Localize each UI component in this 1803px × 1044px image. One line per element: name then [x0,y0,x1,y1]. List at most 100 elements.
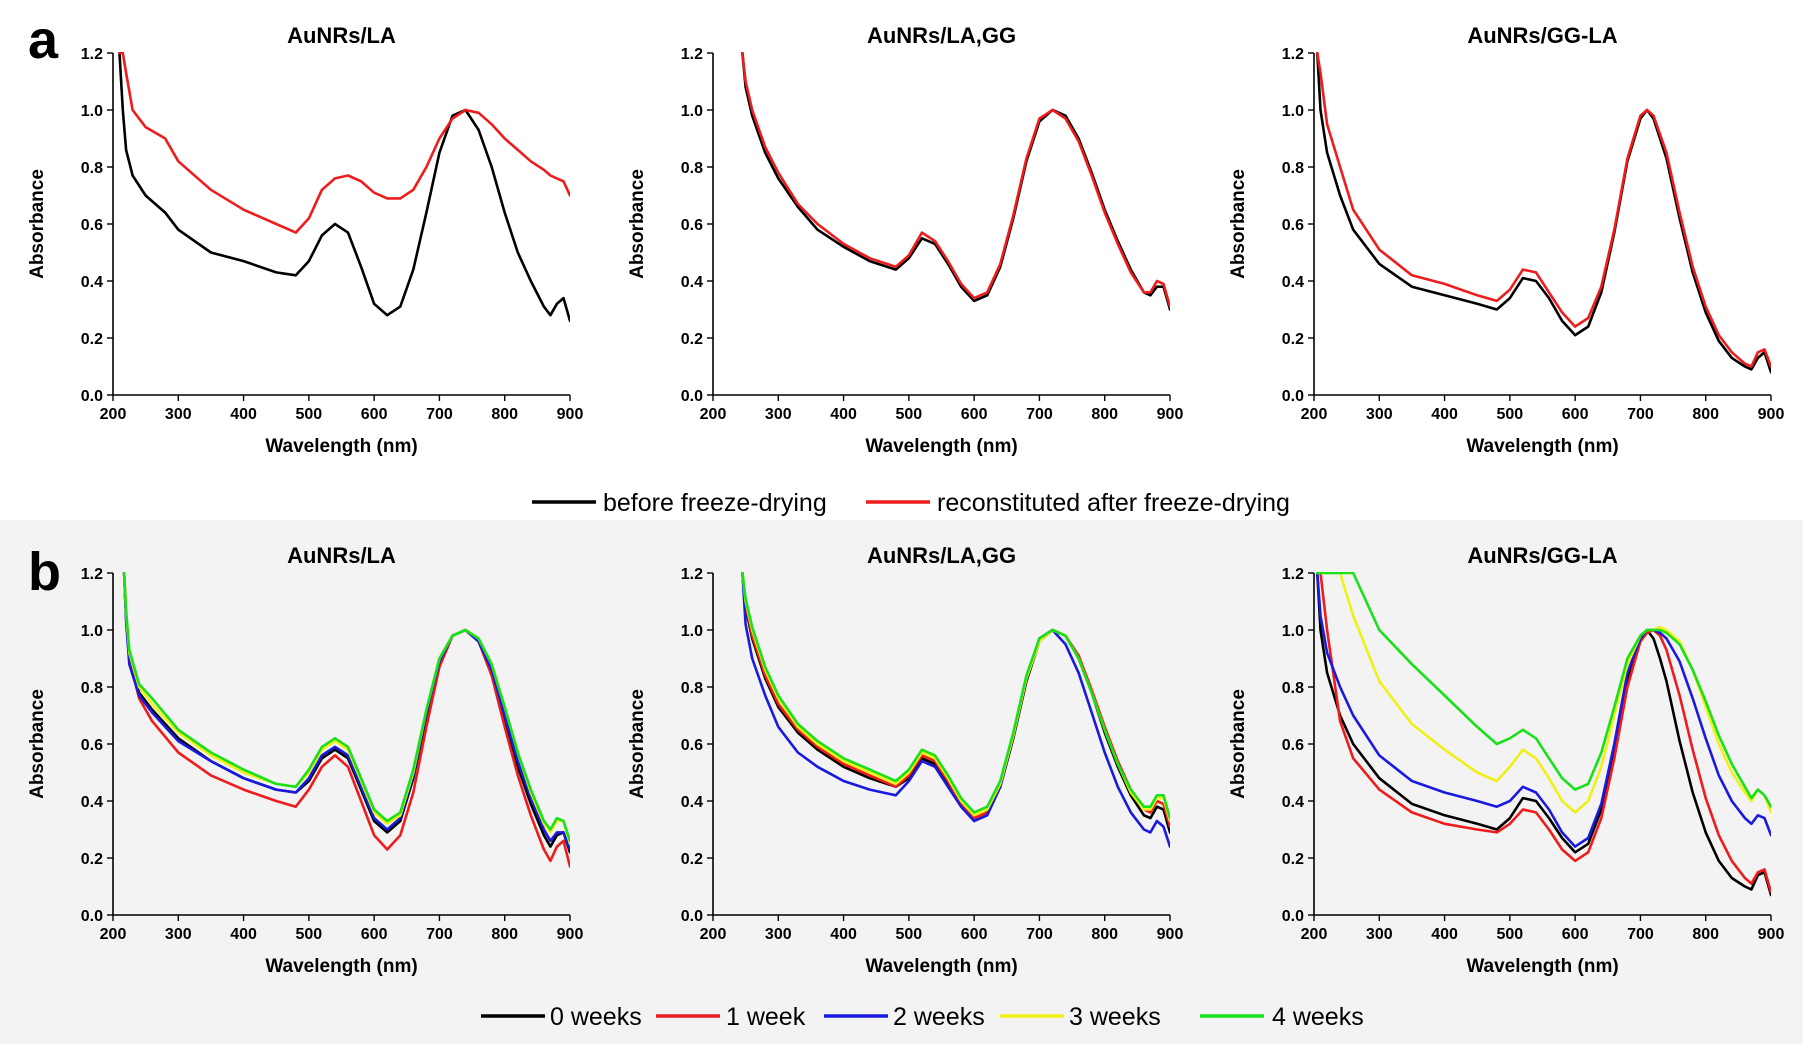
x-axis-title: Wavelength (nm) [865,956,1017,977]
chart-b-aunrs-gg-la: AuNRs/GG-LA 200 300 400 500 600 700 800 900 0.0 0.… [1228,543,1784,977]
series-2-weeks [741,572,1170,848]
x-tick-label: 600 [361,406,388,423]
chart-title: AuNRs/LA [287,543,396,568]
chart-title: AuNRs/LA,GG [867,543,1016,568]
y-tick-label: 1.2 [81,566,103,583]
x-tick-label: 200 [1301,926,1328,943]
y-tick-label: 0.8 [1282,160,1304,177]
series-4-weeks [741,572,1170,820]
y-tick-label: 1.0 [81,623,103,640]
x-tick-label: 800 [1692,926,1719,943]
legend-label-3-weeks: 3 weeks [1069,1003,1161,1031]
chart-title: AuNRs/LA [287,23,396,48]
x-tick-label: 200 [700,926,727,943]
y-axis-title: Absorbance [627,169,648,279]
x-tick-label: 700 [426,926,453,943]
y-tick-label: 0.6 [81,737,103,754]
y-axis-title: Absorbance [1228,169,1249,279]
x-tick-label: 300 [165,926,192,943]
y-axis-title: Absorbance [1228,689,1249,799]
y-tick-label: 0.2 [81,851,103,868]
x-tick-label: 500 [296,406,323,423]
chart-title: AuNRs/LA,GG [867,23,1016,48]
x-tick-label: 300 [765,926,792,943]
series-3-weeks [1316,572,1771,814]
x-tick-label: 300 [165,406,192,423]
y-tick-label: 1.2 [1282,566,1304,583]
series-0-weeks [122,572,570,854]
x-tick-label: 800 [491,926,518,943]
y-tick-label: 0.4 [1282,794,1304,811]
y-tick-label: 0.8 [681,680,703,697]
legend-label-2-weeks: 2 weeks [893,1003,985,1031]
y-tick-label: 0.6 [1282,217,1304,234]
x-tick-label: 500 [896,926,923,943]
x-tick-label: 800 [1091,406,1118,423]
panel-letter-b: b [28,542,61,602]
x-tick-label: 200 [100,406,127,423]
y-tick-label: 0.6 [681,217,703,234]
x-tick-label: 600 [961,406,988,423]
legend-label-reconstituted: reconstituted after freeze-drying [937,489,1290,517]
y-tick-label: 0.8 [81,680,103,697]
legend-label-0-weeks: 0 weeks [550,1003,642,1031]
x-tick-label: 200 [100,926,127,943]
x-axis-title: Wavelength (nm) [1466,956,1618,977]
y-tick-label: 0.4 [681,274,703,291]
x-tick-label: 600 [961,926,988,943]
x-tick-label: 800 [1692,406,1719,423]
y-tick-label: 1.2 [681,566,703,583]
x-tick-label: 400 [830,926,857,943]
series-0-weeks [1316,572,1771,897]
y-tick-label: 0.6 [81,217,103,234]
y-tick-label: 0.4 [1282,274,1304,291]
y-tick-label: 0.0 [1282,908,1304,925]
x-tick-label: 400 [1431,926,1458,943]
x-tick-label: 600 [361,926,388,943]
x-tick-label: 400 [1431,406,1458,423]
x-axis-title: Wavelength (nm) [265,436,417,457]
y-tick-label: 0.2 [81,331,103,348]
y-tick-label: 1.0 [681,103,703,120]
y-tick-label: 0.4 [81,274,103,291]
series-1-week [122,572,570,868]
y-axis-title: Absorbance [627,689,648,799]
x-tick-label: 400 [230,926,257,943]
chart-a-aunrs-gg-la: AuNRs/GG-LA 200 300 400 500 600 700 800 900 0.0 0.… [1228,23,1784,457]
x-tick-label: 700 [1026,406,1053,423]
legend-storage-weeks: 0 weeks 1 week 2 weeks 3 weeks 4 weeks [481,1003,1364,1031]
x-tick-label: 900 [557,926,584,943]
x-tick-label: 600 [1562,406,1589,423]
y-tick-label: 0.0 [81,908,103,925]
x-tick-label: 800 [491,406,518,423]
chart-title: AuNRs/GG-LA [1467,543,1617,568]
x-tick-label: 200 [1301,406,1328,423]
series-reconstituted-after-freeze-drying [741,52,1170,308]
y-tick-label: 0.8 [681,160,703,177]
series-reconstituted-after-freeze-drying [118,52,570,234]
chart-a-aunrs-la: AuNRs/LA 200 300 400 500 600 700 800 900 0.0 0.2 0.… [27,23,583,457]
series-2-weeks [122,572,570,851]
charts-layer: AuNRs/LA 200 300 400 500 600 700 800 900 0.0 0.2 0.… [27,23,1784,977]
y-tick-label: 0.0 [681,908,703,925]
x-tick-label: 200 [700,406,727,423]
x-tick-label: 700 [1627,406,1654,423]
x-tick-label: 900 [1157,926,1184,943]
x-tick-label: 500 [1497,406,1524,423]
y-tick-label: 1.2 [681,46,703,63]
x-tick-label: 900 [1157,406,1184,423]
x-tick-label: 700 [426,406,453,423]
y-tick-label: 0.0 [1282,388,1304,405]
y-tick-label: 0.2 [1282,331,1304,348]
x-tick-label: 500 [296,926,323,943]
x-tick-label: 600 [1562,926,1589,943]
y-tick-label: 0.0 [681,388,703,405]
y-tick-label: 1.0 [681,623,703,640]
series-before-freeze-drying [118,52,570,323]
x-axis-title: Wavelength (nm) [1466,436,1618,457]
x-tick-label: 300 [1366,926,1393,943]
x-tick-label: 700 [1627,926,1654,943]
x-tick-label: 900 [1758,406,1785,423]
chart-title: AuNRs/GG-LA [1467,23,1617,48]
